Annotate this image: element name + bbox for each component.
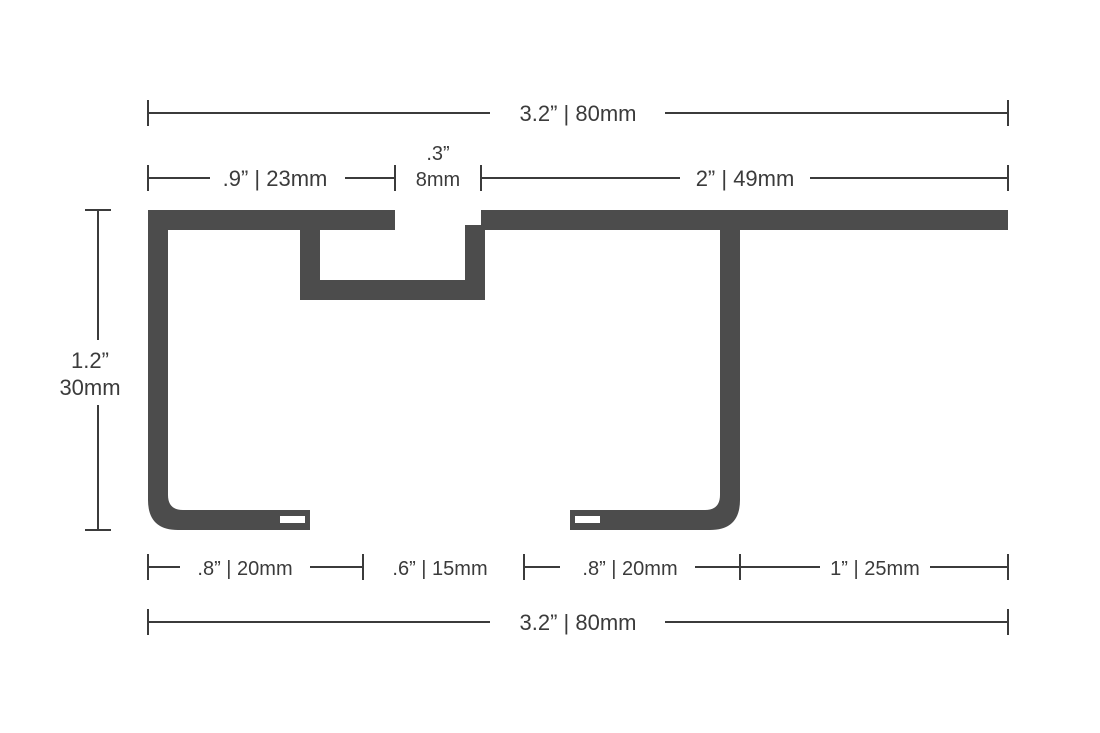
dim-bottom-seg1-label: .8” | 20mm <box>197 558 292 580</box>
dim-top-seg2-label: 2” | 49mm <box>696 166 795 191</box>
dim-overall-bottom-label: 3.2” | 80mm <box>520 610 637 635</box>
dim-top-gap-label1: .3” <box>426 143 449 165</box>
dim-bottom-gap-label: .6” | 15mm <box>392 558 487 580</box>
dim-height-label2: 30mm <box>59 375 120 400</box>
dim-height-label1: 1.2” <box>71 348 109 373</box>
drawing-canvas: 3.2” | 80mm .9” | 23mm .3” 8mm 2” | 49mm… <box>0 0 1100 733</box>
dim-flange-label: 1” | 25mm <box>830 558 920 580</box>
dim-bottom-seg2-label: .8” | 20mm <box>582 558 677 580</box>
dim-top-gap-label2: 8mm <box>416 169 460 191</box>
dim-overall-top-label: 3.2” | 80mm <box>520 101 637 126</box>
dim-top-seg1-label: .9” | 23mm <box>223 166 328 191</box>
